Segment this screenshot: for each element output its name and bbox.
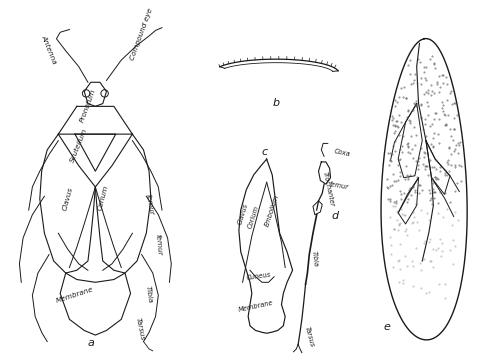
Text: Clavus: Clavus: [62, 186, 74, 211]
Text: femur: femur: [144, 193, 154, 216]
Text: Cuneus: Cuneus: [246, 271, 272, 280]
Text: Antenna: Antenna: [40, 34, 58, 65]
Text: Clavus: Clavus: [236, 202, 248, 225]
Text: femur: femur: [328, 181, 349, 191]
Text: c: c: [262, 147, 268, 157]
Text: d: d: [332, 211, 339, 221]
Text: Membrane: Membrane: [238, 300, 274, 313]
Text: femur: femur: [154, 233, 162, 256]
Text: Tibia: Tibia: [311, 250, 319, 267]
Text: Membrane: Membrane: [56, 286, 94, 304]
Text: Corium: Corium: [247, 205, 260, 230]
Text: Embolium: Embolium: [264, 194, 280, 228]
Text: Pronotum: Pronotum: [79, 88, 97, 123]
Text: Coxa: Coxa: [334, 148, 350, 157]
Text: Compound eye: Compound eye: [130, 7, 154, 61]
Text: Trochanter: Trochanter: [322, 171, 334, 207]
Text: Corium: Corium: [96, 184, 109, 211]
Text: Tibia: Tibia: [145, 285, 153, 304]
Text: Tarsus: Tarsus: [304, 326, 315, 348]
Text: a: a: [88, 338, 94, 348]
Text: b: b: [272, 98, 280, 108]
Text: Scutellum: Scutellum: [69, 127, 88, 163]
Text: e: e: [384, 322, 390, 333]
Text: Tarsus: Tarsus: [134, 317, 145, 341]
